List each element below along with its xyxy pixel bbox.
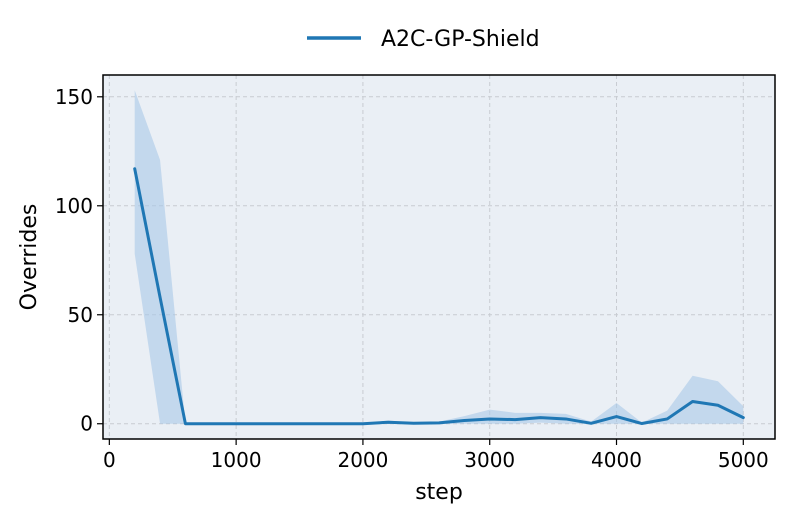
y-tick-label: 0 [80,412,93,436]
y-tick-label: 150 [55,85,93,109]
x-tick-label: 3000 [464,448,515,472]
x-tick-label: 4000 [591,448,642,472]
x-tick-label: 2000 [337,448,388,472]
y-tick-label: 50 [68,303,93,327]
x-axis-label: step [415,480,463,505]
x-tick-label: 5000 [718,448,769,472]
plot-frame [102,74,776,440]
series-line [133,167,745,426]
x-axis-ticks: 0 1000 2000 3000 4000 5000 [103,439,769,472]
y-axis-label: Overrides [17,204,42,311]
y-axis-ticks: 0 50 100 150 [55,85,103,436]
x-tick-label: 1000 [211,448,262,472]
plot-area [103,75,775,439]
y-tick-label: 100 [55,194,93,218]
confidence-band-layer [134,90,744,424]
x-tick-label: 0 [103,448,116,472]
legend-label: A2C-GP-Shield [381,27,540,52]
series-layer [133,167,745,426]
legend: A2C-GP-Shield [307,27,540,52]
confidence-band [134,90,744,424]
